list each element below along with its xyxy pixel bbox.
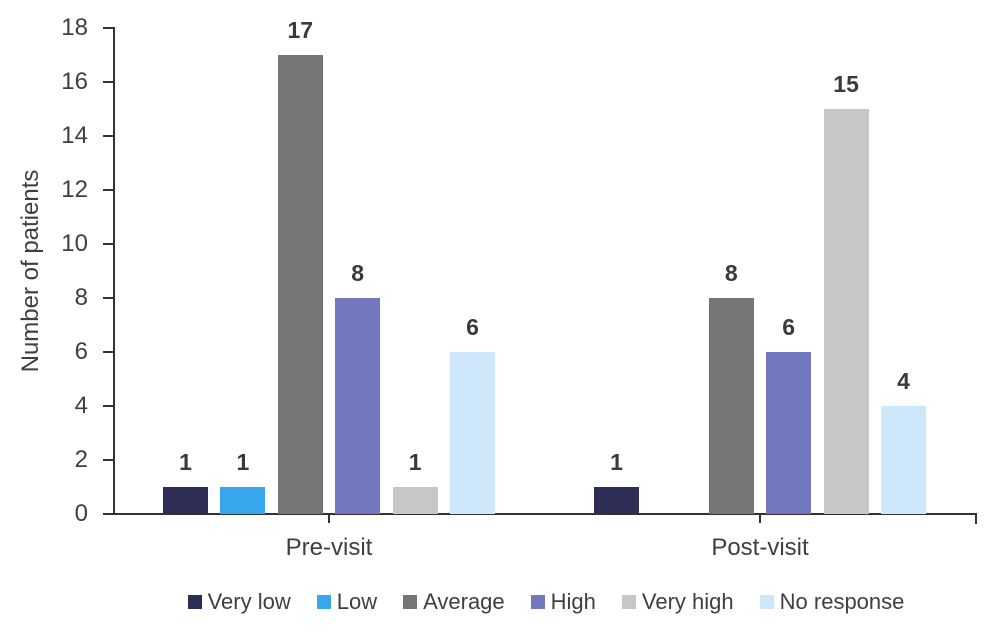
bar-low [220, 487, 266, 514]
bar-very-high [823, 109, 869, 514]
y-axis-tick-label: 18 [61, 14, 88, 41]
legend-item-label: Very low [207, 589, 291, 614]
bar-no-response [881, 406, 926, 514]
bar-high [335, 298, 381, 514]
legend-swatch-icon [403, 595, 418, 609]
bar-value-label: 8 [724, 260, 738, 286]
legend: Very low Low Average High Very high No respon… [114, 588, 978, 616]
legend-swatch-icon [316, 595, 331, 609]
bar-no-response [450, 352, 495, 514]
legend-swatch-icon [530, 595, 545, 609]
bar-value-label: 1 [408, 449, 422, 475]
bar-high [766, 352, 812, 514]
bar-value-label: 15 [833, 71, 859, 97]
legend-item-very-low: Very low [187, 589, 291, 615]
y-axis-tick-label: 16 [61, 68, 88, 95]
y-axis-tick-label: 6 [74, 338, 88, 365]
legend-swatch-icon [187, 595, 202, 609]
bar-very-low [163, 487, 208, 514]
y-axis-tick [103, 297, 113, 299]
bar-average [708, 298, 754, 514]
legend-item-label: High [550, 589, 596, 614]
y-axis-tick [103, 27, 113, 29]
bar-value-label: 1 [236, 449, 250, 475]
bar-very-high [392, 487, 438, 514]
bar-value-label: 6 [782, 314, 796, 340]
y-axis-tick-label: 8 [74, 284, 88, 311]
bar-very-low [594, 487, 639, 514]
y-axis-tick-label: 14 [61, 122, 88, 149]
y-axis-tick [103, 81, 113, 83]
legend-item-low: Low [316, 589, 378, 615]
legend-item-label: No response [779, 589, 905, 614]
y-axis-tick [103, 351, 113, 353]
legend-item-very-high: Very high [621, 589, 734, 615]
y-axis-tick [103, 135, 113, 137]
legend-item-high: High [530, 589, 596, 615]
bar-value-label: 1 [179, 449, 192, 475]
bar-value-label: 1 [610, 449, 623, 475]
bar-average [277, 55, 323, 514]
y-axis-tick [103, 459, 113, 461]
x-axis-tick [759, 515, 761, 523]
legend-swatch-icon [621, 595, 636, 609]
y-axis-tick-label: 12 [61, 176, 88, 203]
legend-item-label: Low [336, 589, 378, 614]
y-axis-tick-label: 4 [74, 392, 88, 419]
y-axis-tick [103, 405, 113, 407]
legend-item-no-response: No response [759, 589, 905, 615]
bar-value-label: 6 [466, 314, 479, 340]
y-axis-tick [103, 243, 113, 245]
legend-item-average: Average [403, 589, 505, 615]
y-axis-tick-label: 0 [74, 500, 88, 527]
legend-item-label: Very high [641, 589, 734, 614]
y-axis-line [113, 27, 115, 515]
bar-value-label: 8 [351, 260, 365, 286]
legend-swatch-icon [759, 595, 774, 609]
x-axis-tick [328, 515, 330, 523]
y-axis-tick [103, 189, 113, 191]
y-axis-tick-label: 10 [61, 230, 88, 257]
x-axis-line [113, 513, 977, 515]
x-axis-label: Pre-visit [285, 534, 373, 561]
x-axis-end-tick [975, 515, 977, 524]
legend-item-label: Average [423, 589, 505, 614]
bar-value-label: 4 [897, 368, 910, 394]
y-axis-tick [103, 513, 113, 515]
bar-value-label: 17 [287, 17, 314, 43]
x-axis-label: Post-visit [711, 534, 809, 561]
y-axis-tick-label: 2 [74, 446, 88, 473]
